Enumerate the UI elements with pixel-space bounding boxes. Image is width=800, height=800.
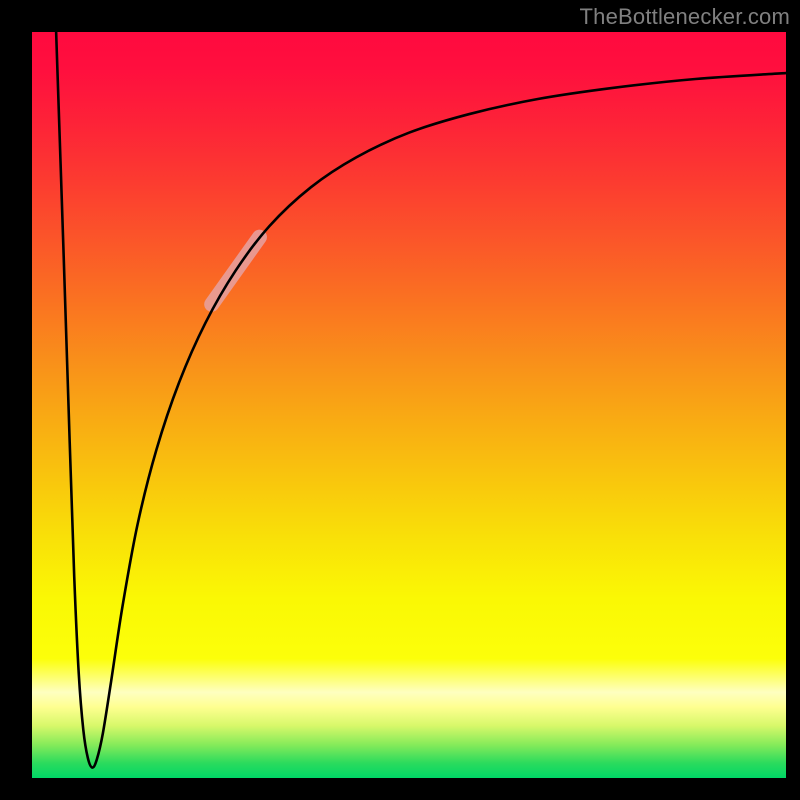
chart-svg [0, 0, 800, 800]
chart-plot-area [32, 32, 786, 778]
bottleneck-chart: TheBottlenecker.com [0, 0, 800, 800]
watermark-text: TheBottlenecker.com [580, 4, 790, 30]
